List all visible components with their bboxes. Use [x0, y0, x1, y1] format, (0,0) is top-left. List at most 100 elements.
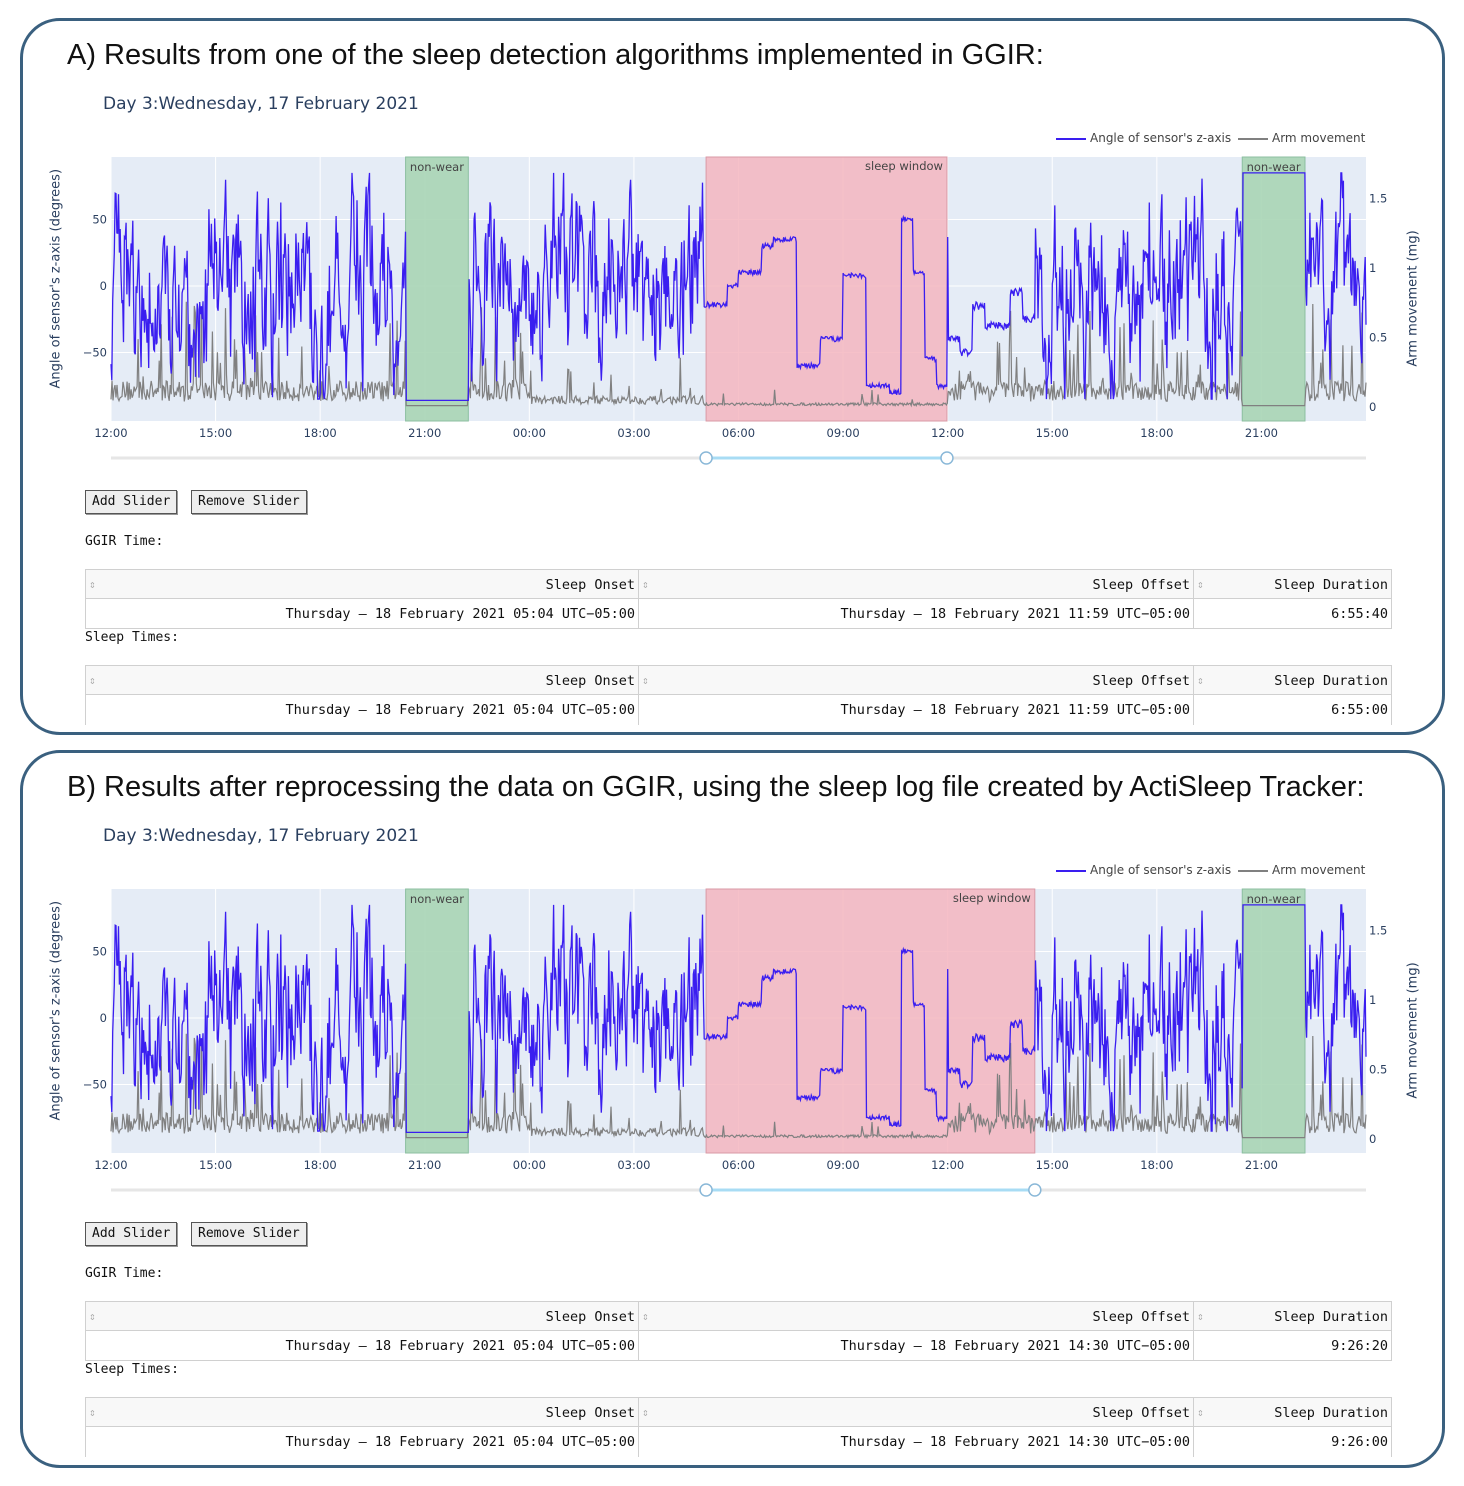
x-tick-label: 00:00 [513, 1158, 546, 1172]
range-slider-handle[interactable] [1028, 1183, 1042, 1197]
y-right-tick-label: 1 [1369, 993, 1376, 1007]
x-tick-label: 12:00 [931, 1158, 964, 1172]
x-tick-label: 09:00 [827, 1158, 860, 1172]
sort-icon[interactable]: ⇕ [642, 578, 649, 591]
sort-icon[interactable]: ⇕ [1197, 1310, 1204, 1323]
legend-arm[interactable]: Arm movement [1238, 863, 1365, 877]
legend-line-icon [1238, 137, 1268, 140]
angle-line [110, 172, 1367, 402]
sleep-onset-cell: Thursday – 18 February 2021 05:04 UTC−05… [86, 1331, 639, 1361]
day-title: Day 3:Wednesday, 17 February 2021 [103, 826, 419, 846]
col-sleep-duration[interactable]: ⇕ Sleep Duration [1194, 1398, 1391, 1428]
remove-slider-button[interactable]: Remove Slider [191, 490, 307, 514]
x-tick-label: 18:00 [1140, 1158, 1173, 1172]
table-row: Thursday – 18 February 2021 05:04 UTC−05… [85, 1331, 1392, 1361]
table-header: ⇕ Sleep Onset ⇕ Sleep Offset ⇕ Sleep Durati… [85, 665, 1392, 696]
table-row: Thursday – 18 February 2021 05:04 UTC−05… [85, 695, 1392, 725]
col-sleep-duration[interactable]: ⇕ Sleep Duration [1194, 1302, 1391, 1332]
table-header: ⇕ Sleep Onset ⇕ Sleep Offset ⇕ Sleep Durati… [85, 1397, 1392, 1428]
x-tick-label: 00:00 [513, 426, 546, 440]
range-slider-handle[interactable] [940, 451, 954, 465]
panel-heading: B) Results after reprocessing the data o… [67, 771, 1365, 803]
col-sleep-offset[interactable]: ⇕ Sleep Offset [639, 1302, 1194, 1332]
x-tick-label: 21:00 [408, 1158, 441, 1172]
nonwear-region [1241, 888, 1306, 1154]
y-left-tick-label: 0 [100, 1011, 107, 1025]
nonwear-region [405, 888, 469, 1154]
sort-icon[interactable]: ⇕ [642, 674, 649, 687]
legend-line-icon [1238, 869, 1268, 872]
x-tick-label: 15:00 [1036, 426, 1069, 440]
y-right-tick-label: 1 [1369, 261, 1376, 275]
panel-a: A) Results from one of the sleep detecti… [20, 18, 1445, 735]
col-sleep-onset[interactable]: ⇕ Sleep Onset [86, 1302, 639, 1332]
sort-icon[interactable]: ⇕ [1197, 578, 1204, 591]
sleep-times-table: ⇕ Sleep Onset ⇕ Sleep Offset ⇕ Sleep Durati… [85, 665, 1392, 725]
x-tick-label: 15:00 [199, 1158, 232, 1172]
x-tick-label: 18:00 [304, 426, 337, 440]
ggir-time-label: GGIR Time: [85, 1266, 164, 1281]
sleep-onset-cell: Thursday – 18 February 2021 05:04 UTC−05… [86, 1427, 639, 1457]
legend-line-icon [1056, 137, 1086, 140]
y-left-tick-label: 50 [92, 213, 107, 227]
col-sleep-duration[interactable]: ⇕ Sleep Duration [1194, 570, 1391, 600]
col-sleep-offset[interactable]: ⇕ Sleep Offset [639, 1398, 1194, 1428]
activity-chart[interactable]: non-wear non-wear sleep window 12:00 15:00 18… [23, 753, 1445, 1213]
sleep-offset-cell: Thursday – 18 February 2021 11:59 UTC−05… [639, 599, 1194, 629]
y-left-tick-label: −50 [83, 346, 107, 360]
sleep-duration-cell: 6:55:40 [1331, 606, 1388, 622]
nonwear-region [1241, 156, 1306, 422]
add-slider-button[interactable]: Add Slider [85, 490, 178, 514]
col-sleep-duration[interactable]: ⇕ Sleep Duration [1194, 666, 1391, 696]
ggir-time-table: ⇕ Sleep Onset ⇕ Sleep Offset ⇕ Sleep Durati… [85, 1301, 1392, 1361]
col-sleep-onset[interactable]: ⇕ Sleep Onset [86, 666, 639, 696]
x-tick-label: 21:00 [408, 426, 441, 440]
sort-icon[interactable]: ⇕ [1197, 1406, 1204, 1419]
sort-icon[interactable]: ⇕ [89, 674, 96, 687]
col-sleep-offset[interactable]: ⇕ Sleep Offset [639, 570, 1194, 600]
x-tick-label: 15:00 [1036, 1158, 1069, 1172]
remove-slider-button[interactable]: Remove Slider [191, 1222, 307, 1246]
legend-angle[interactable]: Angle of sensor's z-axis [1056, 131, 1231, 145]
sort-icon[interactable]: ⇕ [642, 1310, 649, 1323]
activity-chart[interactable]: non-wear non-wear sleep window 12:00 15:00 18… [23, 21, 1445, 481]
sort-icon[interactable]: ⇕ [1197, 674, 1204, 687]
sort-icon[interactable]: ⇕ [89, 578, 96, 591]
add-slider-button[interactable]: Add Slider [85, 1222, 178, 1246]
col-sleep-onset[interactable]: ⇕ Sleep Onset [86, 570, 639, 600]
sort-icon[interactable]: ⇕ [642, 1406, 649, 1419]
table-row: Thursday – 18 February 2021 05:04 UTC−05… [85, 1427, 1392, 1457]
x-tick-label: 12:00 [94, 1158, 127, 1172]
nonwear-label: non-wear [1247, 892, 1301, 906]
col-sleep-offset[interactable]: ⇕ Sleep Offset [639, 666, 1194, 696]
table-header: ⇕ Sleep Onset ⇕ Sleep Offset ⇕ Sleep Durati… [85, 1301, 1392, 1332]
x-tick-label: 09:00 [827, 426, 860, 440]
nonwear-region [405, 156, 469, 422]
x-tick-label: 18:00 [1140, 426, 1173, 440]
panel-heading: A) Results from one of the sleep detecti… [67, 39, 1044, 71]
y-right-tick-label: 1.5 [1369, 192, 1387, 206]
legend-arm[interactable]: Arm movement [1238, 131, 1365, 145]
nonwear-label: non-wear [1247, 160, 1301, 174]
sort-icon[interactable]: ⇕ [89, 1310, 96, 1323]
nonwear-label: non-wear [410, 160, 464, 174]
y-right-tick-label: 1.5 [1369, 924, 1387, 938]
col-sleep-onset[interactable]: ⇕ Sleep Onset [86, 1398, 639, 1428]
sleep-onset-cell: Thursday – 18 February 2021 05:04 UTC−05… [86, 599, 639, 629]
x-tick-label: 03:00 [617, 1158, 650, 1172]
sleep-offset-cell: Thursday – 18 February 2021 14:30 UTC−05… [639, 1427, 1194, 1457]
panel-b: B) Results after reprocessing the data o… [20, 750, 1445, 1468]
table-row: Thursday – 18 February 2021 05:04 UTC−05… [85, 599, 1392, 629]
range-slider-handle[interactable] [699, 1183, 713, 1197]
x-tick-label: 21:00 [1245, 1158, 1278, 1172]
sleep-duration-cell: 9:26:20 [1331, 1338, 1388, 1354]
sleep-onset-cell: Thursday – 18 February 2021 05:04 UTC−05… [86, 695, 639, 725]
table-header: ⇕ Sleep Onset ⇕ Sleep Offset ⇕ Sleep Durati… [85, 569, 1392, 600]
y-right-tick-label: 0.5 [1369, 1063, 1387, 1077]
legend-angle[interactable]: Angle of sensor's z-axis [1056, 863, 1231, 877]
sleep-window-region [705, 156, 948, 422]
sort-icon[interactable]: ⇕ [89, 1406, 96, 1419]
x-tick-label: 06:00 [722, 426, 755, 440]
range-slider-handle[interactable] [699, 451, 713, 465]
x-tick-label: 06:00 [722, 1158, 755, 1172]
